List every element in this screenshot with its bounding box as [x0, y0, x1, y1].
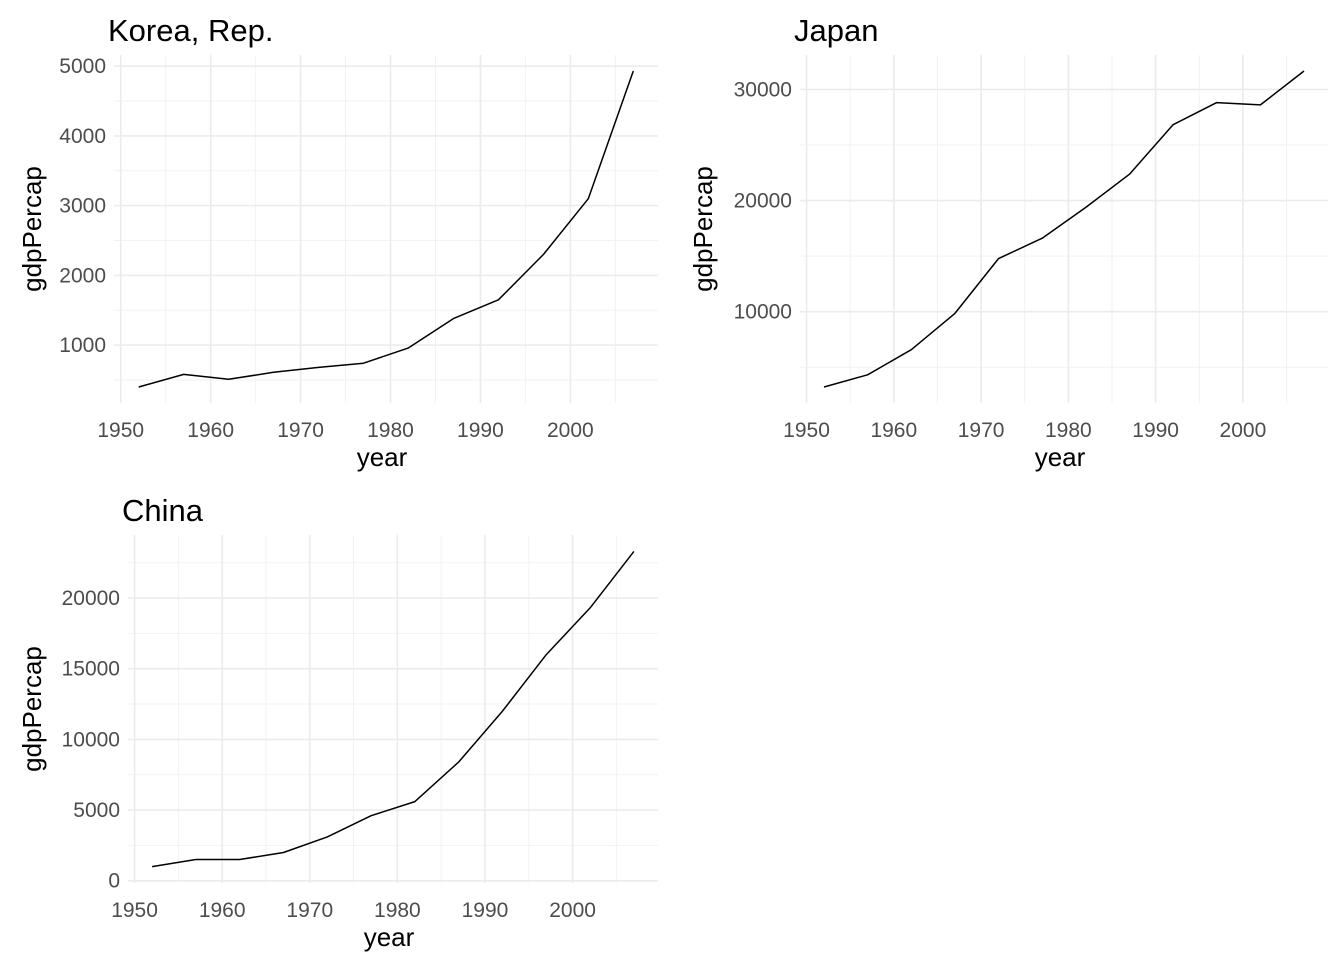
panel-korea-grid: [114, 55, 658, 403]
y-tick-label: 1000: [59, 334, 106, 357]
panel-japan: 1950 1960 1970 1980 1990 2000 10000 20000 30000…: [688, 13, 1328, 472]
data-point: [544, 653, 548, 657]
x-tick-label: 1950: [111, 899, 158, 922]
data-point: [406, 346, 410, 350]
x-tick-label: 1970: [277, 419, 324, 442]
y-tick-label: 3000: [59, 195, 106, 218]
data-point: [150, 865, 154, 869]
data-point: [317, 365, 321, 369]
panel-japan-series-line: [823, 70, 1305, 388]
panel-japan-x-axis-title: year: [1035, 442, 1086, 472]
data-point: [953, 311, 957, 315]
data-point: [281, 850, 285, 854]
y-tick-label: 5000: [59, 55, 106, 78]
panel-korea-x-ticks: 1950 1960 1970 1980 1990 2000: [97, 419, 593, 442]
panel-japan-y-ticks: 10000 20000 30000: [734, 78, 792, 323]
x-tick-label: 2000: [547, 419, 594, 442]
y-tick-label: 15000: [62, 658, 120, 681]
panel-korea: 1950 1960 1970 1980 1990 2000 1000 2000 3000 400…: [17, 13, 658, 472]
x-tick-label: 1970: [286, 899, 333, 922]
data-point: [1040, 236, 1044, 240]
panel-korea-y-ticks: 1000 2000 3000 4000 5000: [59, 55, 106, 357]
x-tick-label: 1970: [958, 419, 1005, 442]
panel-korea-points: [137, 69, 636, 389]
data-point: [1258, 103, 1262, 107]
data-point: [325, 835, 329, 839]
y-tick-label: 10000: [734, 301, 792, 324]
panel-japan-y-axis-title: gdpPercap: [688, 166, 718, 292]
data-point: [1302, 69, 1306, 73]
data-point: [541, 252, 545, 256]
data-point: [1215, 101, 1219, 105]
panel-japan-grid: [800, 55, 1328, 403]
y-tick-label: 2000: [59, 264, 106, 287]
panel-china-grid: [128, 535, 658, 883]
data-point: [632, 549, 636, 553]
data-point: [362, 361, 366, 365]
panel-korea-x-axis-title: year: [357, 442, 408, 472]
panel-china-title: China: [122, 493, 204, 528]
panel-china-x-axis-title: year: [364, 922, 415, 952]
panel-china-x-ticks: 1950 1960 1970 1980 1990 2000: [111, 899, 596, 922]
x-tick-label: 1990: [462, 899, 509, 922]
x-tick-label: 1960: [199, 899, 246, 922]
panel-china-series-line: [151, 550, 635, 868]
y-tick-label: 10000: [62, 728, 120, 751]
data-point: [1084, 205, 1088, 209]
panel-korea-title: Korea, Rep.: [108, 13, 273, 48]
x-tick-label: 1960: [870, 419, 917, 442]
panel-china: 1950 1960 1970 1980 1990 2000 0 5000 10000 15000…: [17, 493, 658, 952]
x-tick-label: 1990: [457, 419, 504, 442]
data-point: [997, 257, 1001, 261]
data-point: [457, 760, 461, 764]
data-point: [588, 606, 592, 610]
data-point: [631, 69, 635, 73]
data-point: [496, 298, 500, 302]
y-tick-label: 20000: [62, 587, 120, 610]
data-point: [413, 800, 417, 804]
x-tick-label: 2000: [1220, 419, 1267, 442]
y-tick-label: 4000: [59, 125, 106, 148]
x-tick-label: 1950: [783, 419, 830, 442]
panel-china-y-ticks: 0 5000 10000 15000 20000: [62, 587, 120, 893]
data-point: [194, 858, 198, 862]
data-point: [1127, 172, 1131, 176]
x-tick-label: 1990: [1132, 419, 1179, 442]
y-tick-label: 0: [108, 870, 120, 893]
data-point: [451, 317, 455, 321]
panel-japan-x-ticks: 1950 1960 1970 1980 1990 2000: [783, 419, 1266, 442]
data-point: [1171, 123, 1175, 127]
data-point: [822, 385, 826, 389]
panel-japan-title: Japan: [794, 13, 878, 48]
data-point: [369, 814, 373, 818]
data-point: [238, 858, 242, 862]
panel-korea-y-axis-title: gdpPercap: [17, 166, 47, 292]
data-point: [272, 370, 276, 374]
data-point: [909, 348, 913, 352]
panel-china-y-axis-title: gdpPercap: [17, 646, 47, 772]
y-tick-label: 20000: [734, 190, 792, 213]
data-point: [586, 197, 590, 201]
x-tick-label: 1980: [1045, 419, 1092, 442]
data-point: [227, 377, 231, 381]
x-tick-label: 1960: [187, 419, 234, 442]
x-tick-label: 1980: [367, 419, 414, 442]
panel-korea-series-line: [138, 70, 635, 388]
x-tick-label: 2000: [549, 899, 596, 922]
x-tick-label: 1980: [374, 899, 421, 922]
y-tick-label: 30000: [734, 78, 792, 101]
data-point: [501, 709, 505, 713]
data-point: [182, 372, 186, 376]
data-point: [866, 373, 870, 377]
y-tick-label: 5000: [73, 799, 120, 822]
x-tick-label: 1950: [97, 419, 144, 442]
data-point: [137, 385, 141, 389]
